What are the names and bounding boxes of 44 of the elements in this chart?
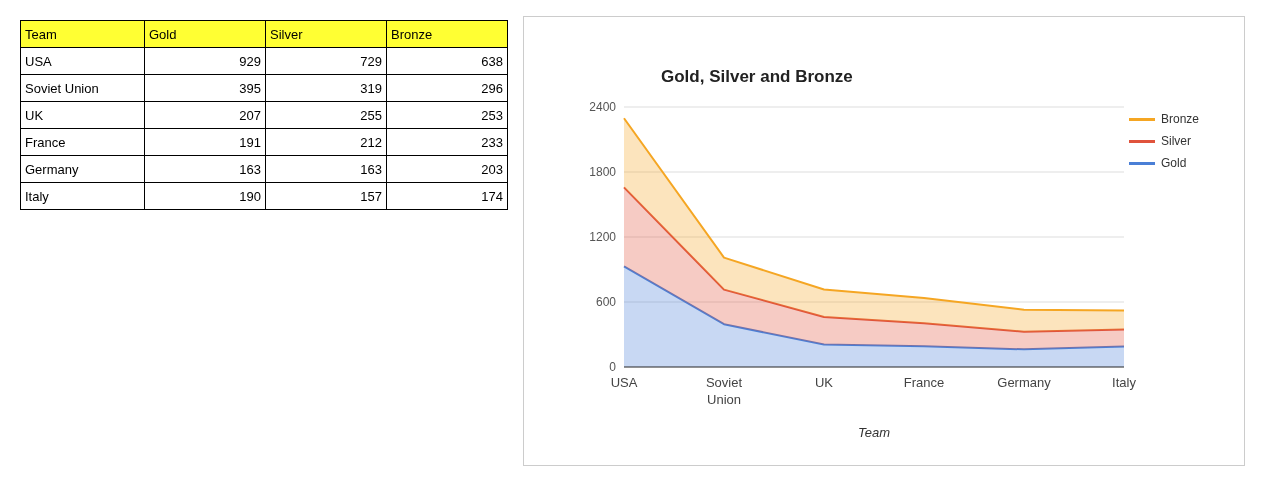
legend-label: Gold <box>1160 156 1188 170</box>
data-label: 395 <box>144 74 266 102</box>
category-label: UK <box>20 101 145 129</box>
data-label: 174 <box>386 182 508 210</box>
x-tick-label: Germany <box>997 375 1052 390</box>
data-label: 233 <box>386 128 508 156</box>
data-label: 212 <box>265 128 387 156</box>
category-label: France <box>20 128 145 156</box>
x-tick-label: Italy <box>1112 375 1137 390</box>
data-label: 157 <box>265 182 387 210</box>
y-tick-label: 1200 <box>589 230 617 245</box>
category-label: Germany <box>20 155 145 183</box>
text: Silver <box>265 20 387 48</box>
data-label: 255 <box>265 101 387 129</box>
x-tick-label: France <box>903 375 945 390</box>
legend-label: Bronze <box>1160 112 1200 126</box>
text: Team <box>20 20 145 48</box>
data-label: 319 <box>265 74 387 102</box>
data-label: 203 <box>386 155 508 183</box>
data-label: 163 <box>144 155 266 183</box>
data-label: 296 <box>386 74 508 102</box>
data-label: 729 <box>265 47 387 75</box>
data-label: 638 <box>386 47 508 75</box>
data-label: 929 <box>144 47 266 75</box>
data-label: 163 <box>265 155 387 183</box>
category-label: USA <box>20 47 145 75</box>
data-label: 191 <box>144 128 266 156</box>
data-label: 207 <box>144 101 266 129</box>
legend-label: Silver <box>1160 134 1192 148</box>
chart-title: Gold, Silver and Bronze <box>661 67 853 87</box>
x-tick-label: Soviet Union <box>705 375 743 407</box>
x-axis-title: Team <box>857 425 891 440</box>
y-tick-label: 1800 <box>589 165 617 180</box>
data-label: 253 <box>386 101 508 129</box>
y-tick-label: 0 <box>609 360 617 375</box>
text: Gold <box>144 20 266 48</box>
text: Bronze <box>386 20 508 48</box>
x-tick-label: UK <box>814 375 834 390</box>
data-label: 190 <box>144 182 266 210</box>
category-label: Soviet Union <box>20 74 145 102</box>
category-label: Italy <box>20 182 145 210</box>
y-tick-label: 2400 <box>589 100 617 115</box>
x-tick-label: USA <box>610 375 638 390</box>
y-tick-label: 600 <box>595 295 617 310</box>
